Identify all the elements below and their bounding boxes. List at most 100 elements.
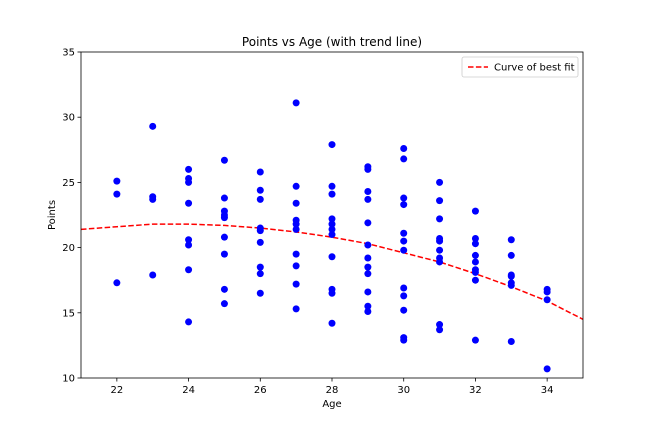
scatter-point — [400, 246, 408, 254]
plot-background — [81, 52, 583, 378]
scatter-point — [292, 199, 300, 207]
scatter-point — [400, 145, 408, 152]
scatter-point — [364, 241, 372, 249]
scatter-point — [292, 182, 300, 190]
scatter-point — [436, 258, 444, 266]
axes: 22 24 26 28 30 32 34 10 15 20 25 30 35 — [62, 48, 584, 396]
scatter-point — [220, 194, 228, 202]
scatter-point — [328, 289, 336, 297]
scatter-point — [328, 253, 336, 261]
x-tick-label: 30 — [397, 385, 410, 396]
x-axis-label: Age — [322, 399, 341, 410]
trend-line — [81, 223, 583, 320]
scatter-point — [364, 188, 372, 196]
scatter-point — [436, 178, 444, 186]
scatter-point — [185, 165, 193, 173]
scatter-point — [507, 236, 515, 244]
scatter-point — [256, 195, 264, 203]
scatter-point — [185, 241, 193, 249]
scatter-point — [256, 186, 264, 194]
scatter-point — [256, 270, 264, 278]
scatter-point — [185, 266, 193, 274]
scatter-point — [436, 326, 444, 334]
scatter-point — [328, 182, 336, 190]
scatter-point — [471, 258, 479, 266]
scatter-point — [400, 194, 408, 202]
scatter-point — [507, 281, 515, 289]
scatter-point — [507, 272, 515, 280]
scatter-point — [292, 250, 300, 258]
scatter-point — [471, 336, 479, 344]
scatter-point — [328, 319, 336, 327]
scatter-point — [400, 155, 408, 163]
scatter-point — [220, 300, 228, 308]
scatter-point — [256, 289, 264, 297]
scatter-point — [471, 276, 479, 284]
scatter-point — [292, 280, 300, 288]
scatter-point — [185, 236, 193, 244]
scatter-point — [292, 99, 300, 107]
scatter-point — [364, 263, 372, 271]
scatter-point — [364, 302, 372, 310]
scatter-point — [471, 234, 479, 242]
y-tick-label: 30 — [62, 113, 75, 124]
x-tick-label: 24 — [182, 385, 195, 396]
scatter-point — [113, 190, 121, 198]
scatter-point — [400, 306, 408, 314]
scatter-point — [185, 178, 193, 186]
scatter-point — [364, 219, 372, 227]
scatter-point — [292, 220, 300, 228]
x-tick-label: 34 — [541, 385, 554, 396]
scatter-point — [328, 141, 336, 149]
chart-marks — [81, 99, 583, 373]
scatter-point — [400, 201, 408, 209]
scatter-point — [328, 215, 336, 223]
y-tick-label: 35 — [62, 48, 75, 59]
y-tick-label: 20 — [62, 243, 75, 254]
legend-box — [461, 56, 579, 78]
scatter-point — [400, 284, 408, 292]
scatter-point — [364, 254, 372, 262]
scatter-point — [328, 231, 336, 239]
scatter-point — [543, 365, 551, 373]
scatter-point — [436, 246, 444, 254]
scatter-point — [149, 122, 157, 130]
scatter-point — [471, 207, 479, 215]
legend-label: Curve of best fit — [494, 63, 575, 74]
scatter-point — [400, 229, 408, 237]
scatter-point — [364, 165, 372, 173]
legend: Curve of best fit — [461, 56, 579, 78]
scatter-point — [256, 238, 264, 246]
y-tick-label: 25 — [62, 178, 75, 189]
scatter-point — [400, 292, 408, 300]
scatter-point — [471, 240, 479, 248]
scatter-point — [149, 271, 157, 279]
x-tick-label: 28 — [326, 385, 339, 396]
scatter-point — [220, 156, 228, 164]
chart-title: Points vs Age (with trend line) — [242, 35, 422, 49]
y-tick-label: 15 — [62, 308, 75, 319]
scatter-point — [292, 225, 300, 233]
scatter-point — [220, 214, 228, 222]
scatter-point — [220, 285, 228, 293]
scatter-point — [256, 227, 264, 235]
scatter-point — [364, 195, 372, 203]
scatter-point — [364, 288, 372, 296]
scatter-point — [328, 225, 336, 233]
y-axis-label: Points — [47, 200, 58, 230]
scatter-point — [364, 270, 372, 278]
scatter-point — [149, 195, 157, 203]
y-tick-label: 10 — [62, 374, 75, 385]
scatter-point — [113, 177, 121, 185]
scatter-point — [328, 220, 336, 228]
plot-area — [81, 52, 583, 378]
scatter-point — [471, 251, 479, 259]
scatter-point — [471, 268, 479, 276]
scatter-point — [185, 199, 193, 207]
scatter-point — [543, 288, 551, 296]
scatter-point — [292, 262, 300, 270]
scatter-point — [220, 233, 228, 241]
scatter-point — [436, 197, 444, 205]
scatter-point — [292, 305, 300, 313]
